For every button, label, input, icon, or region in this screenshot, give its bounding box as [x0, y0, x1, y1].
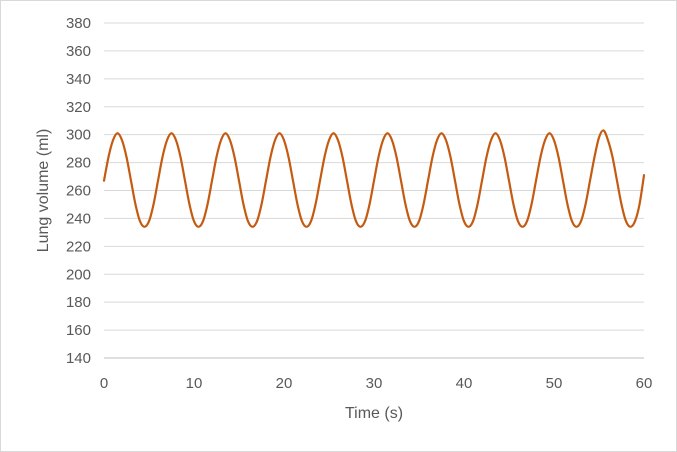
y-tick-label: 280 [66, 155, 91, 172]
y-tick-label: 240 [66, 210, 91, 227]
x-tick-labels: 0 10 20 30 40 50 60 [100, 375, 653, 392]
x-tick-label: 60 [636, 375, 653, 392]
y-tick-label: 140 [66, 350, 91, 367]
y-tick-label: 300 [66, 127, 91, 144]
x-tick-label: 40 [456, 375, 473, 392]
x-tick-label: 30 [366, 375, 383, 392]
y-tick-label: 380 [66, 15, 91, 32]
y-tick-label: 260 [66, 183, 91, 200]
gridlines [104, 22, 644, 331]
x-tick-label: 20 [276, 375, 293, 392]
x-axis-title: Time (s) [345, 405, 403, 422]
x-tick-label: 10 [186, 375, 203, 392]
y-tick-label: 320 [66, 99, 91, 116]
y-tick-label: 360 [66, 43, 91, 60]
y-axis-title: Lung volume (ml) [35, 129, 52, 253]
y-tick-label: 180 [66, 294, 91, 311]
y-tick-labels: 140 160 180 200 220 240 260 280 300 320 340 360 380 [66, 15, 91, 367]
y-tick-label: 160 [66, 322, 91, 339]
x-tick-label: 0 [100, 375, 108, 392]
lung-volume-line [102, 129, 646, 228]
x-tick-label: 50 [546, 375, 563, 392]
y-tick-label: 200 [66, 266, 91, 283]
y-tick-label: 220 [66, 238, 91, 255]
y-tick-label: 340 [66, 71, 91, 88]
